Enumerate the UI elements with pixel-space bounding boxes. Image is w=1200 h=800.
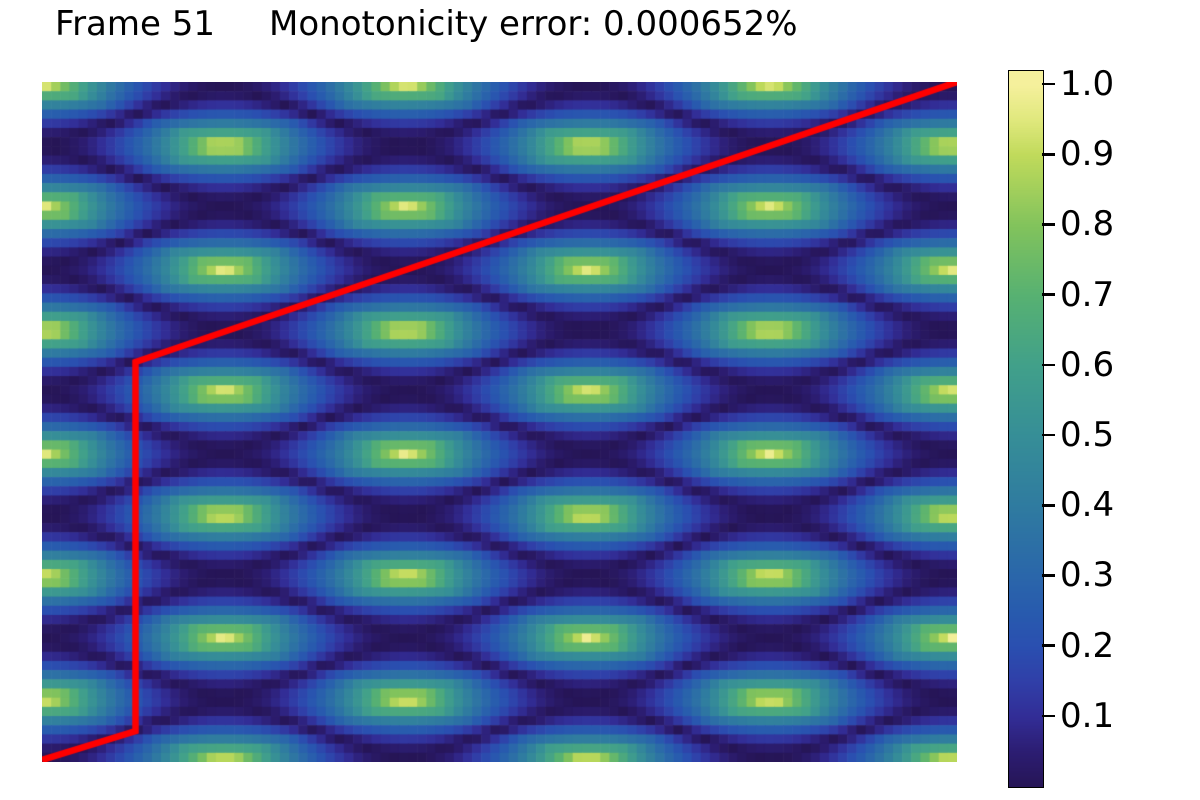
colorbar-tick-mark [1042, 644, 1055, 647]
colorbar-gradient [1008, 70, 1044, 788]
colorbar-tick-label: 0.7 [1060, 274, 1115, 315]
colorbar-tick-mark [1042, 433, 1055, 437]
colorbar-tick-label: 0.9 [1060, 134, 1115, 175]
colorbar-tick-mark [1042, 714, 1055, 718]
colorbar-tick-mark [1042, 293, 1055, 296]
colorbar-tick-mark [1042, 574, 1055, 577]
colorbar-tick-mark [1042, 503, 1055, 507]
heatmap-image [42, 82, 957, 762]
colorbar-tick-mark [1042, 82, 1055, 86]
plot-title: Frame 51 Monotonicity error: 0.000652% [55, 4, 798, 44]
colorbar-tick-label: 0.5 [1060, 415, 1115, 456]
colorbar-tick-label: 0.6 [1060, 344, 1115, 385]
colorbar-tick-label: 0.1 [1060, 695, 1115, 736]
colorbar-tick-label: 0.2 [1060, 625, 1115, 666]
colorbar-tick-label: 0.8 [1060, 204, 1115, 245]
colorbar-tick-mark [1042, 223, 1055, 226]
colorbar-tick-label: 0.4 [1060, 485, 1115, 526]
colorbar-tick-label: 1.0 [1060, 64, 1115, 105]
colorbar-tick-mark [1042, 363, 1055, 367]
colorbar-tick-mark [1042, 152, 1055, 156]
colorbar-tick-label: 0.3 [1060, 555, 1115, 596]
